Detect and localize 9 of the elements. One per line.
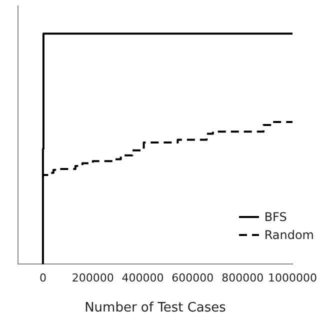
x-tick-label: 600000 (172, 272, 214, 285)
x-tick-label: 800000 (222, 272, 264, 285)
legend-label: BFS (264, 209, 287, 226)
legend-label: Random (264, 227, 314, 244)
x-axis-title: Number of Test Cases (84, 300, 226, 316)
x-tick-label: 400000 (122, 272, 164, 285)
x-tick-label: 1000000 (268, 272, 318, 285)
x-tick-label: 0 (39, 272, 46, 285)
x-tick-label: 200000 (72, 272, 114, 285)
